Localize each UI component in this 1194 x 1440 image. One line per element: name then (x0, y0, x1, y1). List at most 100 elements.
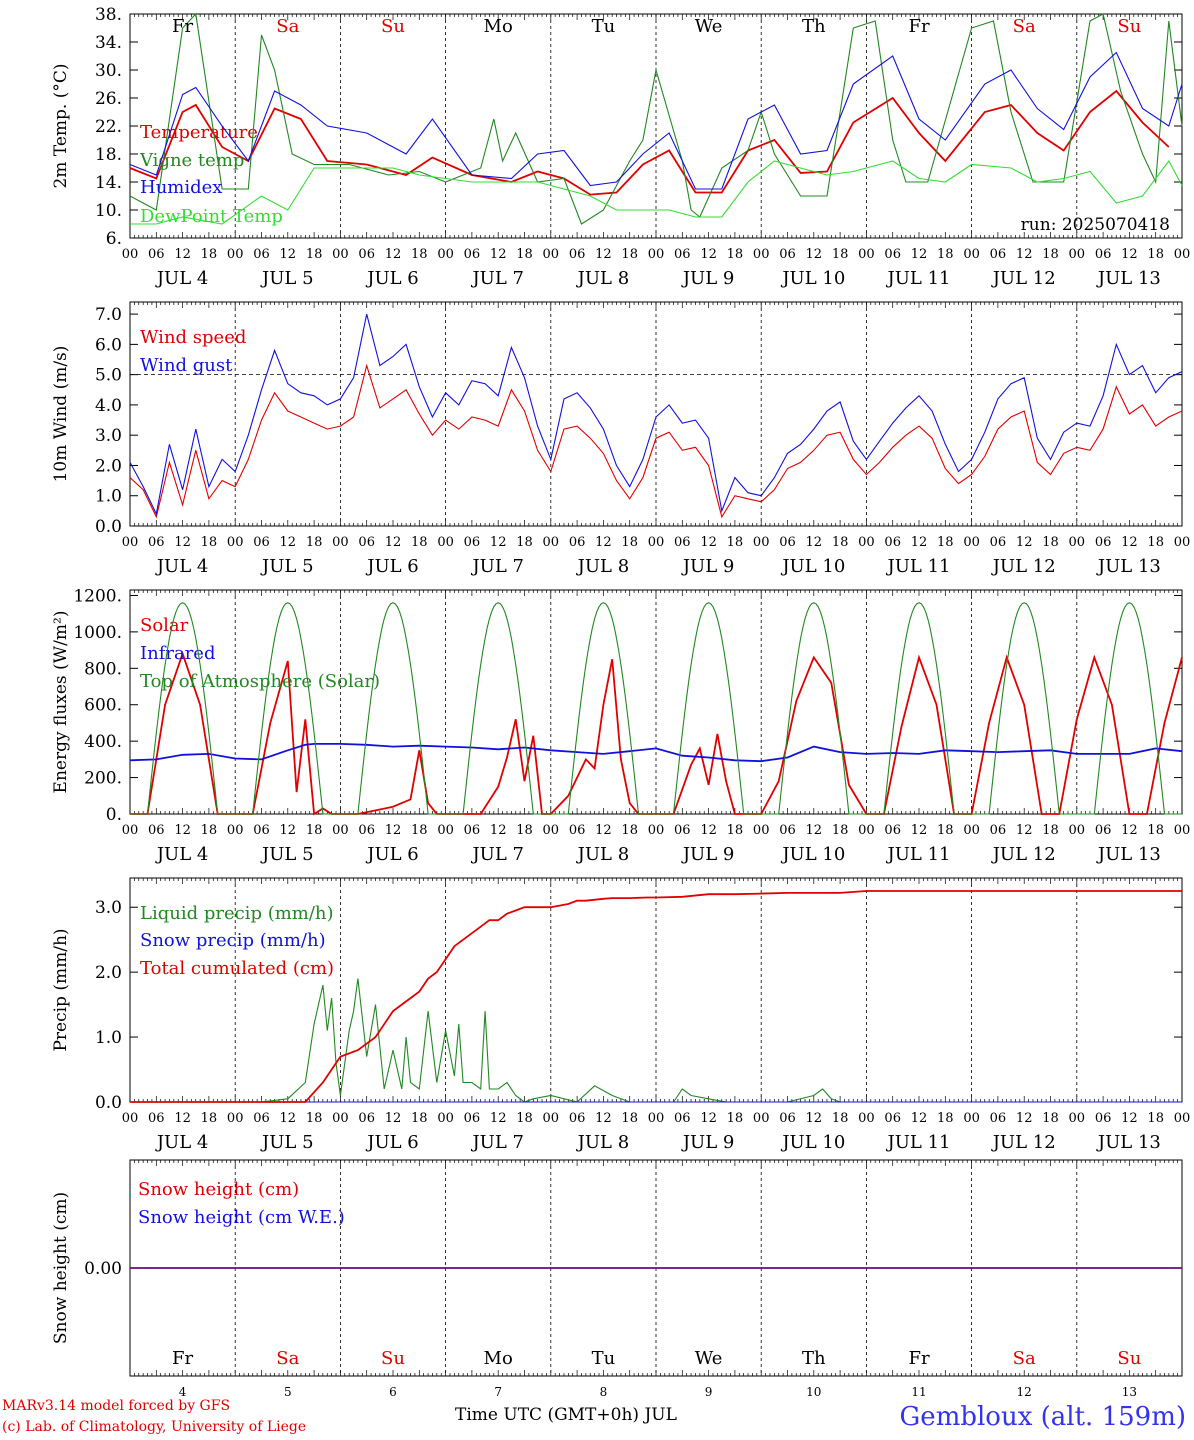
hour-label: 18 (727, 535, 744, 550)
legend-entry: Top of Atmosphere (Solar) (140, 671, 380, 692)
day-abbr-label: Sa (276, 16, 299, 37)
hour-label: 12 (174, 535, 191, 550)
series-line-infrared (129, 743, 1183, 763)
day-number-label: 5 (284, 1385, 292, 1399)
hour-label: 06 (1095, 247, 1112, 262)
day-abbr-label: Fr (172, 1348, 193, 1369)
hour-label: 06 (674, 535, 691, 550)
y-tick-label: 7.0 (95, 305, 122, 325)
hour-label: 12 (1121, 1111, 1138, 1126)
y-tick-label: 2.0 (95, 963, 122, 983)
hour-label: 00 (227, 1111, 244, 1126)
hour-label: 00 (437, 247, 454, 262)
hour-label: 12 (911, 823, 928, 838)
hour-label: 06 (674, 247, 691, 262)
hour-label: 00 (543, 247, 560, 262)
hour-label: 06 (358, 247, 375, 262)
hour-label: 06 (779, 535, 796, 550)
hour-label: 12 (490, 535, 507, 550)
day-number-label: 8 (600, 1385, 608, 1399)
day-abbr-label: Sa (1013, 16, 1036, 37)
date-label: JUL 6 (365, 1132, 419, 1153)
day-abbr-label: Fr (908, 16, 929, 37)
hour-label: 12 (806, 823, 823, 838)
y-tick-label: 1.0 (95, 1028, 122, 1048)
hour-label: 06 (569, 1111, 586, 1126)
hour-label: 18 (621, 247, 638, 262)
lab-credit: (c) Lab. of Climatology, University of L… (2, 1419, 307, 1435)
hour-label: 00 (1174, 1111, 1191, 1126)
y-tick-label: 200. (84, 769, 122, 789)
date-label: JUL 4 (155, 268, 209, 289)
hour-label: 06 (674, 1111, 691, 1126)
y-tick-label: 800. (84, 659, 122, 679)
y-tick-label: 1200. (73, 586, 122, 606)
hour-label: 00 (963, 247, 980, 262)
hour-label: 12 (806, 247, 823, 262)
hour-label: 18 (411, 535, 428, 550)
date-label: JUL 9 (681, 844, 735, 865)
day-number-label: 7 (494, 1385, 502, 1399)
hour-label: 12 (1016, 823, 1033, 838)
hour-label: 00 (753, 823, 770, 838)
hour-label: 06 (884, 1111, 901, 1126)
legend-entry: DewPoint Temp (140, 206, 283, 227)
hour-label: 18 (832, 535, 849, 550)
y-tick-label: 600. (84, 696, 122, 716)
hour-label: 06 (990, 247, 1007, 262)
series-line-temperature (129, 89, 1170, 196)
hour-label: 06 (990, 1111, 1007, 1126)
legend-entry: Liquid precip (mm/h) (140, 903, 334, 924)
day-abbr-label: Mo (484, 1348, 513, 1369)
hour-label: 12 (385, 247, 402, 262)
hour-label: 06 (569, 535, 586, 550)
legend-entry: Snow precip (mm/h) (140, 930, 326, 951)
hour-label: 00 (122, 823, 139, 838)
date-label: JUL 9 (681, 268, 735, 289)
y-tick-label: 18. (95, 145, 122, 165)
y-tick-label: 10. (95, 201, 122, 221)
hour-label: 18 (411, 1111, 428, 1126)
y-tick-label: 14. (95, 173, 122, 193)
date-label: JUL 11 (886, 1132, 951, 1153)
hour-label: 18 (1147, 535, 1164, 550)
hour-label: 00 (963, 1111, 980, 1126)
date-label: JUL 8 (576, 268, 630, 289)
day-abbr-label: Su (1117, 1348, 1141, 1369)
date-label: JUL 5 (260, 844, 314, 865)
day-abbr-label: Mo (484, 16, 513, 37)
panel-frame (129, 301, 1183, 527)
y-axis-label: 2m Temp. (°C) (51, 63, 71, 188)
series-line-dewpoint-temp (130, 159, 1183, 225)
date-label: JUL 4 (155, 844, 209, 865)
model-credit: MARv3.14 model forced by GFS (2, 1398, 231, 1414)
hour-label: 12 (490, 823, 507, 838)
hour-label: 00 (437, 1111, 454, 1126)
hour-label: 18 (1042, 247, 1059, 262)
date-label: JUL 5 (260, 268, 314, 289)
hour-label: 18 (1042, 1111, 1059, 1126)
panel-1: 6. 10. 14. 18. 22. 26. 30. 34. 38. 2m Temp. (°C) T… (51, 5, 1190, 289)
hour-label: 00 (543, 535, 560, 550)
day-abbr-label: Tu (592, 16, 616, 37)
hour-label: 12 (280, 1111, 297, 1126)
date-label: JUL 10 (780, 844, 845, 865)
day-number-label: 4 (179, 1385, 187, 1399)
y-tick-label: 400. (84, 732, 122, 752)
hour-label: 12 (280, 247, 297, 262)
hour-label: 18 (621, 823, 638, 838)
hour-label: 06 (779, 823, 796, 838)
y-axis-label: Snow height (cm) (51, 1192, 71, 1344)
legend-entry: Solar (140, 615, 189, 636)
hour-label: 00 (648, 823, 665, 838)
hour-label: 18 (306, 535, 323, 550)
hour-label: 18 (201, 1111, 218, 1126)
y-tick-label: 0.00 (84, 1259, 122, 1279)
hour-label: 12 (911, 535, 928, 550)
hour-label: 00 (122, 247, 139, 262)
hour-label: 06 (1095, 1111, 1112, 1126)
hour-label: 12 (280, 535, 297, 550)
hour-label: 18 (937, 823, 954, 838)
hour-label: 00 (963, 535, 980, 550)
hour-label: 18 (516, 247, 533, 262)
